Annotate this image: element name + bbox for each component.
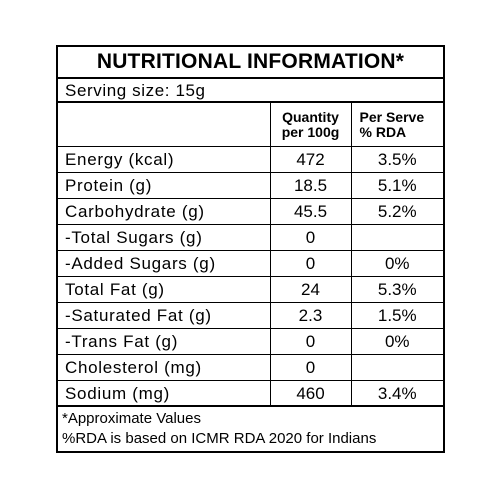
nutrient-label: -Trans Fat (g) [58,328,271,355]
nutrient-label: -Saturated Fat (g) [58,302,271,329]
header-rda-line1: Per Serve [359,108,425,125]
nutrient-label: Cholesterol (mg) [58,354,271,381]
footnote: *Approximate Values %RDA is based on ICM… [58,405,443,451]
quantity-value: 0 [269,354,352,381]
rda-value: 0% [350,250,443,277]
quantity-value: 460 [269,380,352,407]
serving-size: Serving size: 15g [58,79,443,103]
table-header-row: Quantity per 100g Per Serve % RDA [58,103,443,147]
rda-value: 3.4% [350,380,443,407]
header-rda: Per Serve % RDA [350,103,443,147]
table-row: Sodium (mg) 460 3.4% [58,380,443,407]
rda-value [350,354,443,381]
nutrient-label: Total Fat (g) [58,276,271,303]
rda-value: 0% [350,328,443,355]
header-quantity-line2: per 100g [281,123,340,140]
nutrient-label: -Added Sugars (g) [58,250,271,277]
rda-value: 5.3% [350,276,443,303]
nutrition-panel: NUTRITIONAL INFORMATION* Serving size: 1… [56,45,445,453]
rda-value: 5.1% [350,172,443,199]
nutrient-label: Carbohydrate (g) [58,198,271,225]
table-row: -Added Sugars (g) 0 0% [58,250,443,277]
rda-value [350,224,443,251]
table-row: Total Fat (g) 24 5.3% [58,276,443,303]
table-row: Carbohydrate (g) 45.5 5.2% [58,198,443,225]
quantity-value: 0 [269,328,352,355]
quantity-value: 45.5 [269,198,352,225]
header-quantity: Quantity per 100g [269,103,352,147]
nutrient-label: Energy (kcal) [58,146,271,173]
panel-title: NUTRITIONAL INFORMATION* [58,47,443,79]
table-row: -Trans Fat (g) 0 0% [58,328,443,355]
quantity-value: 18.5 [269,172,352,199]
footnote-approximate: *Approximate Values [62,410,201,427]
rda-value: 1.5% [350,302,443,329]
table-row: Cholesterol (mg) 0 [58,354,443,381]
rda-value: 3.5% [350,146,443,173]
table-row: -Total Sugars (g) 0 [58,224,443,251]
table-row: -Saturated Fat (g) 2.3 1.5% [58,302,443,329]
quantity-value: 472 [269,146,352,173]
quantity-value: 0 [269,224,352,251]
rda-value: 5.2% [350,198,443,225]
quantity-value: 24 [269,276,352,303]
nutrient-label: -Total Sugars (g) [58,224,271,251]
table-row: Protein (g) 18.5 5.1% [58,172,443,199]
quantity-value: 0 [269,250,352,277]
table-row: Energy (kcal) 472 3.5% [58,146,443,173]
header-nutrient [58,103,271,147]
nutrient-label: Sodium (mg) [58,380,271,407]
nutrient-label: Protein (g) [58,172,271,199]
header-rda-line2: % RDA [359,123,407,140]
footnote-rda-basis: %RDA is based on ICMR RDA 2020 for India… [62,430,377,447]
header-quantity-line1: Quantity [282,108,339,125]
quantity-value: 2.3 [269,302,352,329]
nutrition-table: Quantity per 100g Per Serve % RDA Energy… [58,103,443,407]
